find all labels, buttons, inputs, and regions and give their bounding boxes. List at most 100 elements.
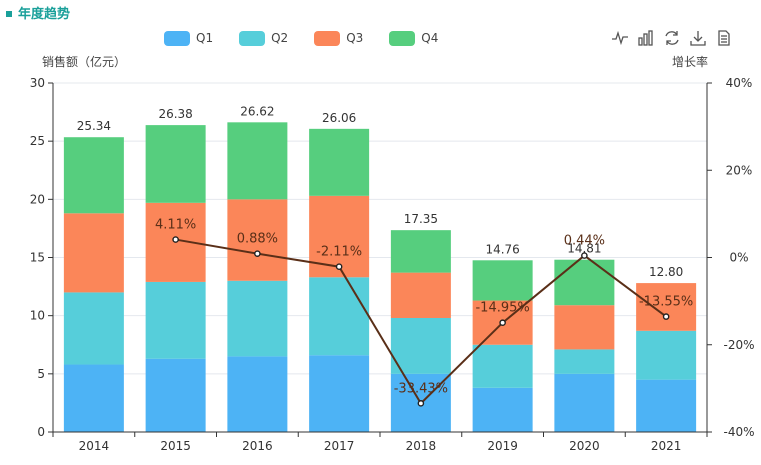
legend-swatch-q4 [389, 30, 416, 46]
title-marker [6, 10, 12, 17]
growth-label: -33.43% [394, 381, 448, 396]
refresh-icon[interactable] [662, 28, 682, 48]
x-tick-label: 2020 [569, 439, 600, 453]
growth-label: -13.55% [639, 295, 693, 310]
legend-label-q1: Q1 [196, 31, 214, 45]
growth-point [417, 400, 425, 407]
growth-point [254, 250, 261, 257]
bar-q3 [227, 199, 288, 281]
line-chart-icon[interactable] [610, 28, 630, 48]
bar-total-label: 26.38 [158, 107, 192, 121]
growth-label: 0.88% [237, 232, 278, 247]
bar-q3 [636, 283, 697, 331]
growth-point [581, 252, 588, 259]
bar-total-label: 17.35 [404, 212, 438, 226]
y-tick-label: 15 [30, 251, 45, 265]
bar-q3 [554, 305, 615, 350]
x-tick-label: 2015 [160, 439, 191, 453]
download-icon[interactable] [688, 28, 708, 48]
y-tick-label: 10 [30, 309, 45, 323]
chart-title-text: 年度趋势 [18, 7, 71, 22]
bar-q1 [554, 373, 615, 432]
bar-total-label: 12.80 [649, 265, 683, 279]
y2-tick-label: 20% [726, 163, 753, 177]
bar-q1 [472, 387, 533, 432]
x-tick-label: 2018 [406, 439, 437, 453]
legend: Q1 Q2 Q3 Q4 [164, 29, 464, 47]
legend-item-q1[interactable]: Q1 [164, 29, 213, 47]
bar-total-label: 14.81 [567, 242, 601, 256]
bar-q1 [145, 358, 206, 432]
legend-swatch-q3 [314, 30, 341, 46]
growth-point [172, 236, 179, 243]
bar-chart-icon[interactable] [636, 28, 656, 48]
y-axis-label: 销售额（亿元） [42, 54, 126, 69]
bar-q2 [309, 277, 370, 356]
x-tick-label: 2021 [651, 439, 682, 453]
y-tick-label: 5 [37, 367, 45, 381]
bar-q2 [636, 330, 697, 380]
totals-layer: 25.34 26.38 26.62 26.06 17.35 14.76 14.81 12.80 [77, 104, 684, 279]
y-tick-label: 20 [30, 192, 45, 206]
growth-label: 0.44% [564, 234, 605, 249]
legend-item-q3[interactable]: Q3 [314, 29, 363, 47]
bar-total-label: 14.76 [485, 242, 519, 256]
growth-label: -2.11% [316, 245, 362, 260]
bar-q2 [472, 344, 533, 388]
growth-point [662, 313, 670, 320]
legend-item-q4[interactable]: Q4 [389, 29, 438, 47]
bar-q4 [63, 137, 124, 214]
axis-layer: 0 5 10 15 20 25 30 -40% -20% 0% 20% 40% 2014 2015 2016… [30, 76, 755, 453]
chart-title: 年度趋势 [6, 6, 70, 24]
bar-q2 [554, 349, 615, 374]
bar-q3 [390, 272, 451, 318]
bar-q4 [227, 122, 288, 200]
bar-q1 [636, 379, 697, 432]
data-view-icon[interactable] [714, 28, 734, 48]
bar-q1 [63, 364, 124, 432]
bar-q4 [390, 230, 451, 273]
bar-q2 [63, 292, 124, 365]
bars-layer [63, 122, 697, 432]
y2-tick-label: 40% [726, 76, 753, 90]
x-tick-label: 2014 [79, 439, 110, 453]
y2-tick-label: 0% [729, 251, 748, 265]
legend-swatch-q2 [239, 30, 266, 46]
legend-label-q2: Q2 [271, 31, 289, 45]
bar-q3 [309, 195, 370, 278]
x-tick-label: 2017 [324, 439, 355, 453]
growth-label: -14.95% [475, 301, 529, 316]
bar-q4 [145, 125, 206, 203]
bar-q2 [390, 317, 451, 374]
growth-line-layer: 4.11% 0.88% -2.11% -33.43% -14.95% 0.44% -13.5… [155, 218, 693, 407]
grid-layer [53, 82, 707, 375]
y-tick-label: 25 [30, 134, 45, 148]
bar-q3 [63, 213, 124, 293]
bar-q4 [554, 259, 615, 306]
bar-q4 [309, 128, 370, 196]
y-tick-label: 30 [30, 76, 45, 90]
bar-total-label: 26.62 [240, 104, 274, 118]
y2-tick-label: -40% [723, 425, 754, 439]
legend-swatch-q1 [164, 30, 190, 46]
bar-q2 [227, 280, 288, 357]
bar-q3 [472, 300, 533, 345]
bar-total-label: 25.34 [77, 119, 111, 133]
growth-point [499, 319, 506, 327]
legend-label-q4: Q4 [421, 31, 439, 45]
bar-q2 [145, 281, 206, 359]
growth-label: 4.11% [155, 218, 196, 233]
x-tick-label: 2019 [487, 439, 518, 453]
y2-axis-label: 增长率 [672, 54, 708, 69]
bar-q3 [145, 202, 206, 282]
growth-line [175, 238, 667, 405]
growth-point [335, 263, 343, 271]
legend-label-q3: Q3 [346, 31, 364, 45]
bar-q1 [309, 355, 370, 432]
legend-item-q2[interactable]: Q2 [239, 29, 288, 47]
bar-q4 [472, 260, 533, 301]
toolbox [610, 28, 734, 48]
bar-total-label: 26.06 [322, 111, 356, 125]
bar-q1 [390, 373, 451, 432]
